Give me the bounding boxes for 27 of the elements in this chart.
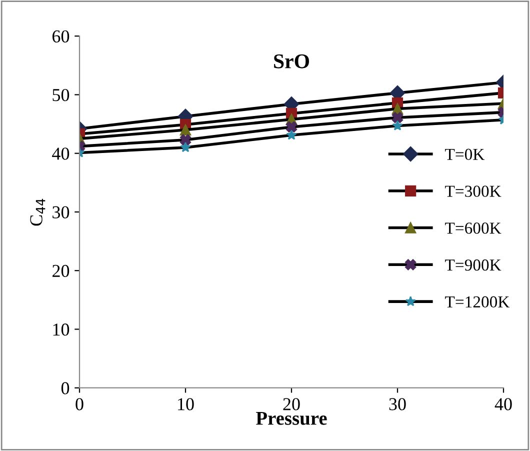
x-tick-label: 10	[178, 398, 194, 410]
y-tick-label: 10	[53, 323, 70, 336]
y-tick-label: 50	[52, 88, 70, 102]
x-tick-label: 40	[494, 398, 512, 410]
point	[392, 120, 403, 130]
text: SrO	[274, 54, 310, 68]
point	[180, 124, 192, 136]
point	[286, 130, 297, 140]
legend-label: T=1200K	[445, 296, 510, 308]
point	[180, 134, 192, 146]
legend-label: T=300K	[445, 186, 502, 197]
legend-label: T=900K	[445, 259, 502, 271]
point	[286, 121, 298, 133]
y-tick-label: 60	[52, 30, 70, 43]
y-tick-label: 30	[52, 206, 70, 218]
y-tick-label: 40	[52, 148, 70, 160]
y-tick-label: 20	[52, 264, 70, 278]
x-tick-label: 30	[389, 398, 406, 410]
legend-label: T=600K	[445, 222, 502, 234]
y-axis-title: C$_{44}$	[30, 198, 46, 226]
x-tick-label: 0	[76, 398, 84, 410]
x-tick-label: 20	[283, 398, 300, 410]
point	[392, 112, 404, 124]
y-tick-label: 0	[61, 382, 70, 394]
legend-label: T=0K	[445, 148, 485, 160]
point	[180, 142, 191, 152]
x-axis-title: Pressure	[256, 412, 327, 425]
